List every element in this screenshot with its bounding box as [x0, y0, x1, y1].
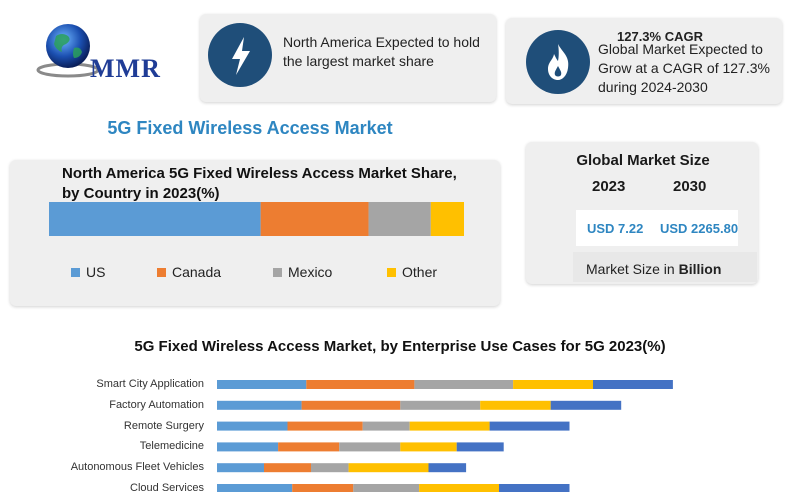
- bar-segment: [419, 484, 499, 492]
- bar-segment: [428, 463, 467, 473]
- info-line: during 2024-2030: [598, 79, 708, 95]
- bar-segment: [499, 484, 570, 492]
- value-2023: USD 7.22: [587, 221, 644, 236]
- bar-segment: [306, 380, 415, 389]
- info-card-cagr-text: Global Market Expected to Grow at a CAGR…: [598, 40, 770, 97]
- market-size-note: Market Size in Billion: [586, 261, 721, 277]
- legend-label: Other: [402, 264, 438, 280]
- category-label: Remote Surgery: [123, 419, 204, 432]
- bar-segment: [339, 442, 401, 452]
- legend-label: Canada: [172, 264, 222, 280]
- year-2030-label: 2030: [673, 178, 707, 195]
- legend-item-us: US: [71, 264, 105, 280]
- category-label: Smart City Application: [96, 378, 204, 390]
- share-chart-title-line: North America 5G Fixed Wireless Access M…: [62, 165, 457, 182]
- info-line: Grow at a CAGR of 127.3%: [598, 60, 770, 76]
- year-2023-label: 2023: [592, 178, 626, 195]
- bar-segment: [550, 400, 622, 410]
- flame-icon: [526, 30, 590, 94]
- value-2030: USD 2265.80: [660, 221, 739, 236]
- legend-item-canada: Canada: [157, 264, 221, 280]
- legend-swatch: [71, 267, 80, 277]
- bar-segment: [489, 421, 570, 431]
- mmr-logo: MMR: [34, 18, 184, 83]
- market-size-note-unit: Billion: [678, 261, 722, 277]
- bar-segment: [292, 484, 354, 492]
- bar-segment: [217, 463, 264, 473]
- legend-label: US: [86, 264, 106, 280]
- category-label: Telemedicine: [139, 440, 204, 453]
- category-label: Autonomous Fleet Vehicles: [70, 461, 204, 474]
- legend-label: Mexico: [288, 264, 333, 280]
- bar-segment: [217, 484, 293, 492]
- bar-segment: [513, 380, 593, 389]
- cagr-heading: 127.3% CAGR: [617, 29, 703, 44]
- bar-segment: [287, 421, 363, 431]
- values-box: [576, 210, 738, 246]
- bar-segment: [278, 442, 340, 452]
- bar-segment: [217, 421, 288, 431]
- legend-swatch: [387, 267, 396, 277]
- bar-segment: [400, 400, 481, 410]
- bar-segment: [456, 442, 504, 452]
- info-card-market-share-text: North America Expected to hold the large…: [283, 33, 480, 71]
- market-size-note-prefix: Market Size in: [586, 261, 679, 277]
- logo-text: MMR: [90, 54, 161, 83]
- info-line: Global Market Expected to: [598, 41, 763, 57]
- bar-segment: [311, 463, 349, 473]
- legend-item-other: Other: [387, 264, 437, 280]
- legend-item-mexico: Mexico: [273, 264, 332, 280]
- category-label: Cloud Services: [130, 482, 204, 492]
- category-label: Factory Automation: [109, 398, 204, 411]
- bar-segment: [362, 421, 410, 431]
- bar-segment: [480, 400, 551, 410]
- bar-segment: [409, 421, 490, 431]
- info-line: the largest market share: [283, 53, 434, 69]
- note-box: [573, 252, 757, 282]
- globe-icon: [36, 24, 100, 78]
- bar-segment: [264, 463, 311, 473]
- info-line: North America Expected to hold: [283, 34, 480, 50]
- bar-segment: [348, 463, 429, 473]
- legend-swatch: [157, 267, 166, 277]
- bar-segment: [400, 442, 457, 452]
- bar-segment: [217, 380, 307, 389]
- enterprise-chart-title: 5G Fixed Wireless Access Market, by Ente…: [134, 338, 666, 355]
- bar-segment: [217, 400, 302, 410]
- bar-segment: [593, 380, 673, 389]
- bar-segment: [301, 400, 401, 410]
- global-market-title: Global Market Size: [576, 152, 710, 169]
- lightning-icon: [208, 23, 272, 87]
- share-chart-title: North America 5G Fixed Wireless Access M…: [62, 164, 457, 204]
- share-chart-title-line: by Country in 2023(%): [62, 185, 220, 202]
- bar-segment: [217, 442, 279, 452]
- bar-segment: [353, 484, 420, 492]
- page-title: 5G Fixed Wireless Access Market: [107, 118, 393, 138]
- bar-segment: [414, 380, 514, 389]
- legend-swatch: [273, 267, 282, 277]
